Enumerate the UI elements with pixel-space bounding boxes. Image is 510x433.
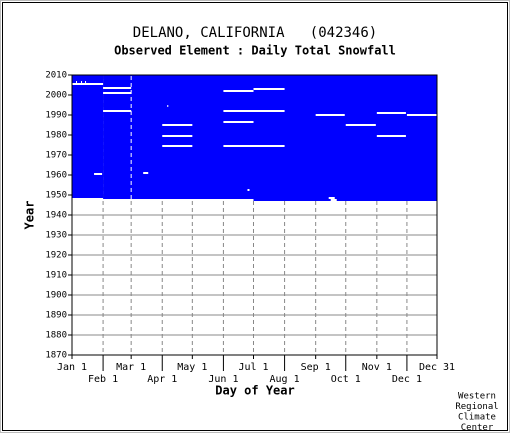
x-tick-label: Apr 1 bbox=[147, 374, 177, 385]
x-tick-label: Aug 1 bbox=[270, 374, 300, 385]
missing-period bbox=[315, 114, 345, 116]
missing-period bbox=[103, 92, 132, 94]
x-tick-label: Nov 1 bbox=[362, 362, 392, 373]
missing-period bbox=[223, 90, 254, 92]
y-tick-label: 1880 bbox=[45, 331, 67, 341]
missing-period bbox=[167, 105, 169, 107]
y-tick-label: 1890 bbox=[45, 311, 67, 321]
missing-period bbox=[223, 121, 254, 123]
chart-subtitle: Observed Element : Daily Total Snowfall bbox=[114, 44, 396, 58]
x-tick-label: May 1 bbox=[177, 362, 207, 373]
missing-period bbox=[103, 110, 132, 112]
y-tick-label: 1960 bbox=[45, 171, 67, 181]
missing-period bbox=[162, 135, 193, 137]
y-tick-label: 1970 bbox=[45, 151, 67, 161]
missing-period bbox=[76, 81, 78, 83]
x-tick-label: Dec 1 bbox=[392, 374, 422, 385]
missing-period bbox=[345, 124, 376, 126]
missing-period bbox=[376, 112, 406, 114]
credit-line: Climate bbox=[458, 413, 496, 423]
missing-period bbox=[328, 197, 335, 199]
y-tick-label: 1940 bbox=[45, 211, 67, 221]
credit-line: Center bbox=[461, 423, 494, 433]
y-tick-label: 1980 bbox=[45, 131, 67, 141]
credit-line: Western bbox=[458, 392, 496, 402]
y-tick-label: 1930 bbox=[45, 231, 67, 241]
plot-border bbox=[71, 74, 438, 356]
missing-period bbox=[94, 173, 103, 175]
missing-period bbox=[143, 172, 149, 174]
missing-period bbox=[162, 124, 193, 126]
x-tick-label: Dec 31 bbox=[419, 362, 455, 373]
missing-period bbox=[162, 145, 193, 147]
x-tick-label: Sep 1 bbox=[301, 362, 331, 373]
missing-period bbox=[103, 87, 132, 89]
missing-period bbox=[223, 145, 285, 147]
missing-period bbox=[406, 114, 437, 116]
y-tick-label: 2010 bbox=[45, 71, 67, 81]
x-tick-label: Oct 1 bbox=[331, 374, 361, 385]
missing-period bbox=[253, 88, 285, 90]
x-tick-label: Feb 1 bbox=[88, 374, 118, 385]
missing-period bbox=[376, 135, 406, 137]
y-axis-label: Year bbox=[23, 201, 37, 230]
y-tick-label: 2000 bbox=[45, 91, 67, 101]
coverage-block bbox=[72, 75, 104, 198]
x-tick-label: Mar 1 bbox=[116, 362, 146, 373]
x-axis-label: Day of Year bbox=[215, 384, 294, 398]
missing-period bbox=[81, 81, 83, 83]
missing-period bbox=[253, 110, 285, 112]
missing-period bbox=[72, 83, 104, 85]
missing-period bbox=[330, 199, 337, 201]
y-tick-label: 1870 bbox=[45, 351, 67, 361]
missing-period bbox=[247, 189, 250, 191]
y-tick-label: 1990 bbox=[45, 111, 67, 121]
missing-period bbox=[85, 81, 87, 83]
credit-line: Regional bbox=[455, 402, 498, 412]
missing-period bbox=[223, 110, 254, 112]
chart-title: DELANO, CALIFORNIA (042346) bbox=[133, 25, 377, 41]
y-tick-label: 1920 bbox=[45, 251, 67, 261]
y-tick-label: 1950 bbox=[45, 191, 67, 201]
coverage-block bbox=[253, 75, 437, 201]
x-tick-label: Jun 1 bbox=[208, 374, 238, 385]
y-tick-label: 1910 bbox=[45, 271, 67, 281]
y-tick-label: 1900 bbox=[45, 291, 67, 301]
x-tick-label: Jul 1 bbox=[238, 362, 268, 373]
x-tick-label: Jan 1 bbox=[57, 362, 87, 373]
